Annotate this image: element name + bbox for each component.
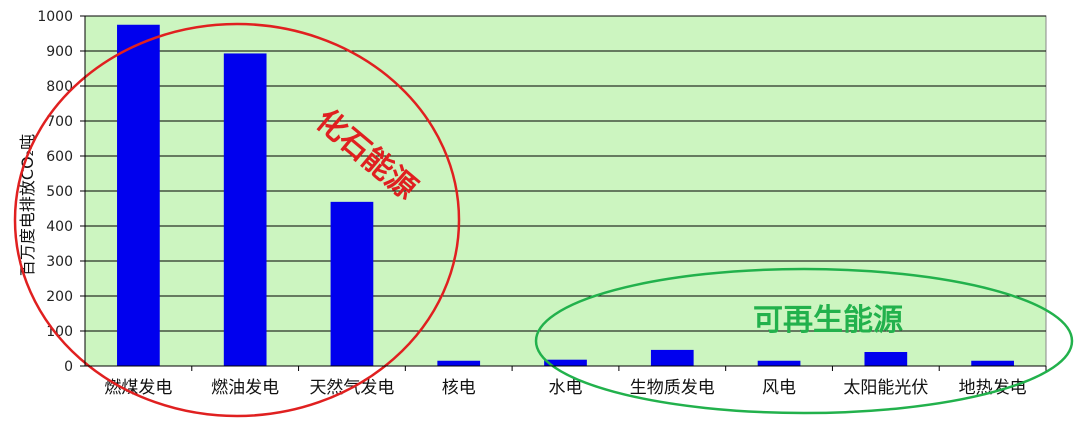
x-category-label: 风电 (762, 378, 796, 398)
x-category-label: 太阳能光伏 (843, 378, 928, 398)
y-tick-label: 0 (64, 359, 73, 375)
x-axis-labels: 燃煤发电 燃油发电 天然气发电 核电 水电 生物质发电 风电 太阳能光伏 地热发电 (104, 366, 1047, 398)
y-tick-label: 400 (46, 219, 73, 235)
bar-3 (330, 201, 374, 366)
y-tick-label: 200 (46, 289, 73, 305)
x-category-label: 燃油发电 (211, 378, 279, 398)
fossil-energy-circle (13, 22, 461, 418)
y-tick-label: 800 (46, 79, 73, 95)
y-tick-label: 300 (46, 254, 73, 270)
y-tick-label: 1000 (37, 9, 73, 25)
bar-5 (544, 359, 587, 366)
bar-9 (971, 360, 1014, 366)
bar-4 (437, 360, 481, 366)
renewable-energy-circle (534, 267, 1074, 415)
y-tick-label: 700 (46, 114, 73, 130)
bar-8 (864, 352, 908, 366)
bar-7 (757, 360, 801, 366)
bar-2 (223, 53, 267, 366)
bars (117, 24, 1014, 366)
x-category-label: 燃煤发电 (104, 378, 172, 398)
y-tick-label: 600 (46, 149, 73, 165)
x-category-label: 生物质发电 (630, 378, 715, 398)
bar-1 (117, 24, 160, 366)
renewable-energy-annotation: 可再生能源 (753, 303, 903, 338)
x-category-label: 水电 (549, 378, 583, 398)
x-category-label: 地热发电 (959, 378, 1027, 398)
bar-6 (650, 349, 694, 366)
y-tick-label: 500 (46, 184, 73, 200)
y-tick-label: 900 (46, 44, 73, 60)
x-category-label: 核电 (442, 378, 476, 398)
